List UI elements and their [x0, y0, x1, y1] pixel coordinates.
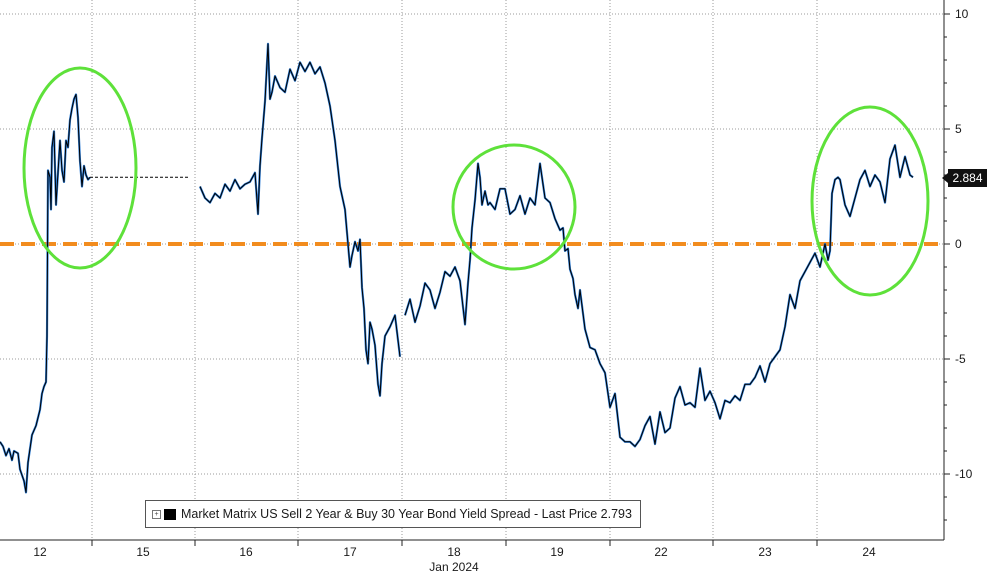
- legend-swatch: [164, 508, 176, 520]
- series-line-blue: [198, 42, 402, 397]
- series-lines: [0, 42, 914, 494]
- legend: + Market Matrix US Sell 2 Year & Buy 30 …: [145, 500, 641, 528]
- highlight-circle: [810, 105, 930, 297]
- x-sublabel: Jan 2024: [429, 560, 479, 574]
- series-line: [199, 43, 401, 397]
- y-tick-label: 10: [955, 7, 969, 21]
- expand-icon[interactable]: +: [152, 509, 161, 519]
- legend-label: Market Matrix US Sell 2 Year & Buy 30 Ye…: [181, 507, 632, 521]
- x-tick-label: 23: [758, 545, 772, 559]
- x-tick-label: 15: [136, 545, 150, 559]
- highlight-circles: [22, 66, 930, 297]
- highlight-circle: [22, 66, 138, 270]
- grid-lines: [0, 0, 944, 540]
- y-tick-label: 5: [955, 122, 962, 136]
- x-tick-label: 24: [862, 545, 876, 559]
- x-tick-label: 17: [343, 545, 357, 559]
- series-line: [404, 144, 914, 447]
- y-tick-label: -10: [955, 467, 973, 481]
- last-price-label: 2.884: [942, 169, 987, 187]
- y-tick-label: 0: [955, 237, 962, 251]
- series-line-blue: [0, 93, 91, 494]
- series-line: [0, 94, 91, 493]
- x-tick-label: 18: [447, 545, 461, 559]
- x-tick-label: 22: [654, 545, 668, 559]
- y-tick-label: -5: [955, 352, 966, 366]
- x-tick-label: 19: [550, 545, 564, 559]
- x-tick-label: 16: [239, 545, 253, 559]
- highlight-circle: [451, 143, 577, 271]
- x-tick-label: 12: [33, 545, 47, 559]
